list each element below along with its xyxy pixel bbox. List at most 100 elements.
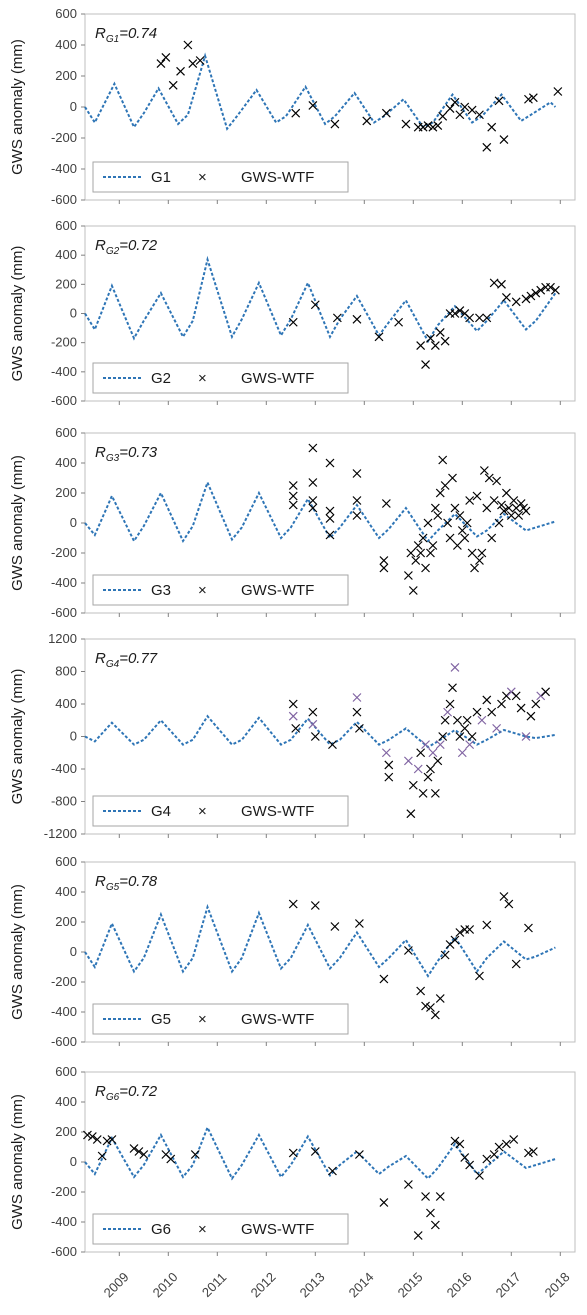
data-point — [288, 317, 298, 327]
data-point — [190, 1150, 200, 1159]
data-point — [452, 715, 462, 725]
data-point — [92, 1135, 102, 1144]
x-tick-label: 2015 — [395, 1269, 426, 1300]
data-point — [354, 919, 364, 928]
y-tick-label: 0 — [70, 515, 77, 530]
data-point — [531, 699, 541, 709]
series-line-G1 — [84, 52, 557, 131]
data-point — [553, 87, 563, 96]
data-point — [524, 1148, 533, 1158]
data-point — [499, 892, 509, 901]
legend: G1 × GWS-WTF — [92, 161, 349, 193]
data-point — [308, 478, 318, 487]
data-point — [308, 503, 318, 513]
data-point — [325, 530, 335, 540]
data-point — [497, 279, 506, 289]
data-point — [435, 488, 445, 498]
legend-marker-label: GWS-WTF — [241, 1011, 314, 1028]
data-point — [460, 723, 470, 733]
data-point — [379, 1198, 389, 1207]
data-point — [511, 297, 521, 307]
data-point — [524, 94, 533, 104]
y-axis-label: GWS anomaly (mm) — [9, 669, 26, 805]
y-tick-label: 400 — [55, 1094, 77, 1109]
data-point — [460, 102, 470, 112]
data-point — [423, 772, 433, 782]
y-tick-label: -600 — [51, 192, 77, 207]
r-subscript: G4 — [106, 659, 120, 670]
y-tick-label: 0 — [70, 944, 77, 959]
data-point — [462, 518, 472, 528]
data-point — [362, 116, 372, 126]
y-tick-label: -600 — [51, 1034, 77, 1049]
data-point — [443, 707, 453, 717]
y-tick-label: 600 — [55, 854, 77, 869]
data-point — [546, 282, 555, 292]
data-point — [467, 548, 477, 558]
data-point — [416, 548, 426, 558]
data-point — [107, 1135, 117, 1144]
series-line-G6 — [84, 1124, 556, 1181]
data-point — [421, 360, 430, 369]
data-point — [550, 285, 560, 295]
x-tick-label: 2016 — [444, 1269, 475, 1300]
data-point — [413, 764, 423, 774]
data-point — [462, 715, 472, 725]
data-point — [514, 511, 524, 520]
data-point — [506, 511, 516, 520]
data-point — [482, 503, 492, 513]
data-point — [421, 740, 430, 750]
y-tick-label: -200 — [51, 1184, 77, 1199]
data-point — [413, 1231, 423, 1240]
data-point — [423, 121, 433, 131]
data-point — [494, 1142, 504, 1152]
y-axis-label: GWS anomaly (mm) — [9, 455, 26, 591]
data-point — [475, 971, 484, 981]
r-value: =0.74 — [119, 25, 157, 42]
data-point — [516, 703, 526, 713]
data-point — [394, 317, 404, 327]
data-point — [330, 119, 340, 129]
data-point — [416, 986, 426, 996]
data-point — [352, 707, 362, 717]
data-point — [430, 503, 440, 513]
y-tick-label: -400 — [51, 364, 77, 379]
legend: G4 × GWS-WTF — [92, 795, 349, 827]
data-point — [465, 1160, 475, 1170]
data-point — [384, 772, 394, 782]
y-tick-label: -1200 — [44, 826, 77, 841]
legend-marker-swatch: × — [198, 582, 207, 599]
r-symbol: R — [95, 1083, 106, 1100]
y-tick-label: -200 — [51, 335, 77, 350]
data-point — [467, 105, 477, 115]
y-tick-label: -400 — [51, 761, 77, 776]
data-point — [325, 458, 335, 468]
data-point — [521, 506, 531, 516]
y-tick-label: 200 — [55, 914, 77, 929]
data-point — [484, 473, 494, 483]
y-tick-label: 400 — [55, 455, 77, 470]
data-point — [487, 533, 497, 543]
data-point — [421, 1192, 430, 1201]
data-point — [426, 548, 435, 558]
data-point — [482, 142, 492, 152]
data-point — [430, 1220, 440, 1230]
y-tick-label: -200 — [51, 545, 77, 560]
data-point — [492, 723, 502, 733]
data-point — [475, 313, 484, 323]
legend-marker-label: GWS-WTF — [241, 169, 314, 186]
legend-marker-label: GWS-WTF — [241, 803, 314, 820]
data-point — [426, 1003, 435, 1012]
legend-line-label: G6 — [151, 1221, 171, 1238]
y-tick-label: 600 — [55, 6, 77, 21]
data-point — [288, 899, 298, 909]
y-tick-label: -200 — [51, 130, 77, 145]
data-point — [421, 563, 430, 573]
y-tick-label: 0 — [70, 306, 77, 321]
data-point — [288, 491, 298, 501]
data-point — [440, 950, 450, 960]
series-line-G3 — [84, 479, 556, 544]
